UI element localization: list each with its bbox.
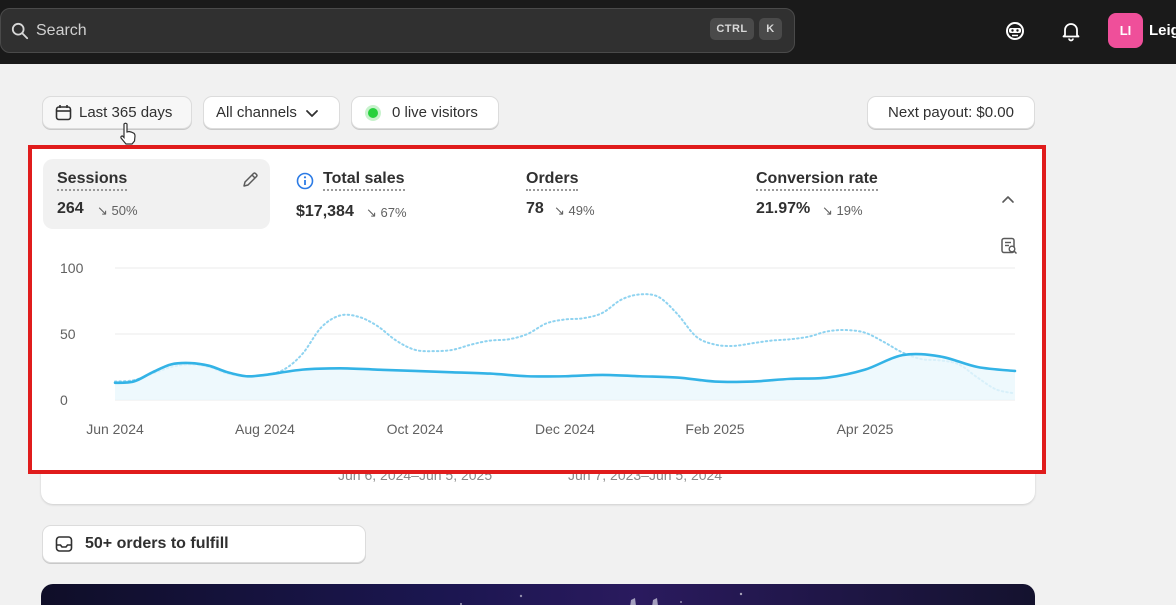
highlight-box: Sessions 264 ↘ 50% Total sales $17,384 ↘… <box>28 145 1046 474</box>
live-visitors-button[interactable]: 0 live visitors <box>351 96 499 129</box>
metric-total-sales[interactable]: Total sales $17,384 ↘ 67% <box>296 159 496 229</box>
sidekick-icon[interactable] <box>1004 20 1026 42</box>
channels-dropdown[interactable]: All channels <box>203 96 340 129</box>
payout-label: Next payout: $0.00 <box>888 104 1014 121</box>
x-tick-label: Jun 2024 <box>86 421 144 437</box>
y-tick-label: 50 <box>60 326 76 342</box>
metric-sessions[interactable]: Sessions 264 ↘ 50% <box>43 159 270 229</box>
metric-label: Conversion rate <box>756 170 878 191</box>
date-range-button[interactable]: Last 365 days <box>42 96 192 129</box>
y-tick-label: 100 <box>60 260 84 276</box>
metric-value: $17,384 <box>296 203 354 220</box>
hand-cursor-icon <box>120 122 136 145</box>
top-bar: CTRL K LI Leig <box>0 0 1176 64</box>
x-tick-label: Dec 2024 <box>535 421 595 437</box>
y-tick-label: 0 <box>60 392 68 408</box>
metric-change: ↘ 19% <box>822 203 863 218</box>
report-search-icon[interactable] <box>1000 237 1018 255</box>
metric-label: Total sales <box>323 170 405 191</box>
orders-to-fulfill-button[interactable]: 50+ orders to fulfill <box>42 525 366 563</box>
metric-value: 21.97% <box>756 200 811 217</box>
x-tick-label: Oct 2024 <box>387 421 444 437</box>
banner-stars-graphic <box>460 592 743 605</box>
chevron-down-icon <box>305 109 318 117</box>
live-visitors-label: 0 live visitors <box>392 104 478 121</box>
chevron-up-icon[interactable] <box>1000 193 1016 205</box>
avatar[interactable]: LI <box>1108 13 1143 48</box>
metric-value: 78 <box>526 200 544 217</box>
shortcut-k-key: K <box>759 18 782 40</box>
pencil-icon[interactable] <box>241 171 259 189</box>
info-icon[interactable] <box>296 172 314 190</box>
channels-label: All channels <box>216 104 297 121</box>
metric-value: 264 <box>57 200 84 217</box>
search-icon <box>11 22 29 39</box>
metric-change: ↘ 49% <box>554 203 595 218</box>
series-line-current <box>113 352 1017 385</box>
metric-change: ↘ 67% <box>366 205 407 220</box>
user-name[interactable]: Leig <box>1149 22 1176 39</box>
shortcut-ctrl-key: CTRL <box>710 18 754 40</box>
promo-banner <box>41 584 1035 605</box>
x-tick-label: Aug 2024 <box>235 421 295 437</box>
calendar-icon <box>55 105 72 121</box>
x-tick-label: Feb 2025 <box>685 421 744 437</box>
metric-label: Sessions <box>57 170 128 191</box>
date-range-label: Last 365 days <box>79 104 173 121</box>
metric-label: Orders <box>526 170 579 191</box>
live-status-dot <box>368 107 378 118</box>
metric-change: ↘ 50% <box>97 203 138 218</box>
metric-conversion-rate[interactable]: Conversion rate 21.97% ↘ 19% <box>756 159 956 229</box>
orders-to-fulfill-label: 50+ orders to fulfill <box>85 535 229 552</box>
search-input[interactable] <box>36 21 636 40</box>
inbox-icon <box>55 536 73 552</box>
metric-orders[interactable]: Orders 78 ↘ 49% <box>526 159 726 229</box>
bell-icon[interactable] <box>1060 20 1082 42</box>
x-tick-label: Apr 2025 <box>837 421 894 437</box>
search-bar[interactable]: CTRL K <box>0 8 795 53</box>
next-payout-button[interactable]: Next payout: $0.00 <box>867 96 1035 129</box>
sessions-line-chart: 100 50 0 Jun 2024 Aug 2024 Oct 2024 Dec 2024 Fe… <box>60 260 1017 437</box>
